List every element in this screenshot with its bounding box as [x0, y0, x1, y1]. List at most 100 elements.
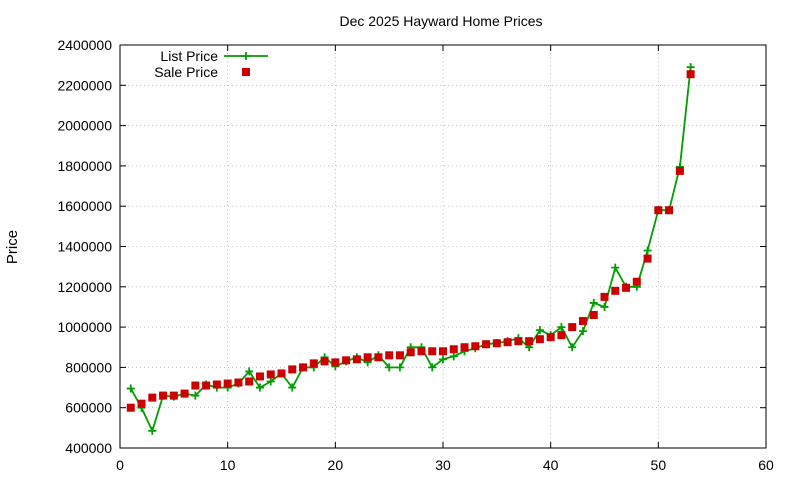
list-price-point	[589, 298, 598, 307]
y-tick-label: 1200000	[57, 279, 112, 295]
sale-price-point	[428, 347, 437, 356]
legend-marker-sale-price	[242, 68, 250, 76]
x-tick-label: 30	[435, 457, 451, 473]
sale-price-point	[234, 378, 243, 387]
x-tick-label: 0	[116, 457, 124, 473]
list-price-point	[578, 327, 587, 336]
list-price-point	[439, 355, 447, 364]
list-price-point	[395, 363, 404, 372]
list-price-line	[130, 67, 692, 432]
y-axis-label: Price	[4, 230, 21, 264]
sale-price-point	[159, 391, 168, 400]
sale-price-point	[245, 377, 254, 386]
series-list-price	[126, 63, 695, 435]
sale-price-point	[654, 206, 663, 215]
sale-price-point	[535, 335, 544, 344]
sale-price-point	[288, 365, 297, 374]
sale-price-point	[600, 292, 609, 301]
list-price-point	[245, 367, 254, 376]
y-tick-label: 400000	[65, 440, 112, 456]
legend-plus-marker	[242, 52, 250, 60]
sale-price-point	[202, 381, 211, 390]
list-price-point	[428, 363, 437, 372]
list-price-point	[126, 384, 135, 393]
sale-price-point	[255, 372, 264, 381]
sale-price-point	[385, 351, 394, 360]
legend-marker-list-price	[242, 52, 250, 60]
sale-price-point	[471, 342, 480, 351]
sale-price-point	[632, 277, 641, 286]
sale-price-point	[460, 343, 469, 352]
x-tick-label: 50	[651, 457, 667, 473]
list-price-point	[148, 426, 157, 435]
list-price-point	[686, 63, 695, 72]
sale-price-point	[299, 363, 308, 372]
sale-price-point	[643, 254, 652, 263]
sale-price-point	[546, 333, 555, 342]
chart-title: Dec 2025 Hayward Home Prices	[339, 13, 542, 29]
list-price-point	[535, 326, 544, 335]
sale-price-point	[622, 283, 631, 292]
y-tick-label: 2200000	[57, 77, 112, 93]
y-tick-label: 1600000	[57, 198, 112, 214]
list-price-point	[449, 352, 458, 361]
sale-price-point	[503, 338, 512, 347]
sale-price-point	[482, 340, 491, 349]
sale-price-point	[212, 380, 221, 389]
axis-ticks: 400000 600000 800000 1000000 1200000 1400000 1…	[57, 37, 774, 473]
list-price-point	[266, 377, 275, 386]
list-price-point	[611, 263, 620, 272]
sale-price-point	[331, 358, 340, 367]
sale-price-point	[514, 337, 523, 346]
y-tick-label: 1400000	[57, 239, 112, 255]
sale-price-point	[417, 347, 426, 356]
list-price-point	[643, 246, 652, 255]
sale-price-point	[449, 345, 458, 354]
legend-label-list-price: List Price	[160, 48, 218, 64]
y-tick-label: 2400000	[57, 37, 112, 53]
list-price-point	[600, 302, 609, 311]
sale-price-point	[137, 399, 146, 408]
sale-price-point	[492, 339, 501, 348]
list-price-point	[557, 323, 566, 332]
list-price-point	[191, 391, 200, 400]
sale-price-point	[126, 403, 135, 412]
x-tick-label: 20	[328, 457, 344, 473]
sale-price-point	[169, 391, 178, 400]
y-tick-label: 800000	[65, 359, 112, 375]
sale-price-point	[675, 166, 684, 175]
list-price-point	[568, 343, 577, 352]
y-tick-label: 2000000	[57, 118, 112, 134]
sale-price-point	[568, 323, 577, 332]
y-tick-label: 1000000	[57, 319, 112, 335]
x-tick-label: 10	[220, 457, 236, 473]
sale-price-point	[223, 379, 232, 388]
sale-price-point	[180, 389, 189, 398]
sale-price-point	[309, 359, 318, 368]
sale-price-point	[525, 337, 534, 346]
sale-price-point	[578, 317, 587, 326]
sale-price-point	[665, 206, 674, 215]
sale-price-point	[557, 331, 566, 340]
sale-price-point	[395, 351, 404, 360]
sale-price-point	[148, 393, 157, 402]
sale-price-point	[589, 311, 598, 320]
sale-price-point	[363, 353, 372, 362]
series-layer	[126, 63, 695, 435]
sale-price-point	[611, 286, 620, 295]
legend: List Price Sale Price	[154, 48, 268, 80]
list-price-point	[385, 363, 394, 372]
sale-price-point	[352, 355, 361, 364]
list-price-point	[255, 383, 264, 392]
sale-price-point	[277, 369, 286, 378]
list-price-point	[288, 383, 297, 392]
sale-price-point	[342, 356, 351, 365]
sale-price-point	[439, 347, 447, 356]
sale-price-point	[191, 381, 200, 390]
x-tick-label: 40	[543, 457, 559, 473]
y-tick-label: 1800000	[57, 158, 112, 174]
y-tick-label: 600000	[65, 400, 112, 416]
legend-label-sale-price: Sale Price	[154, 64, 218, 80]
sale-price-point	[320, 357, 329, 366]
